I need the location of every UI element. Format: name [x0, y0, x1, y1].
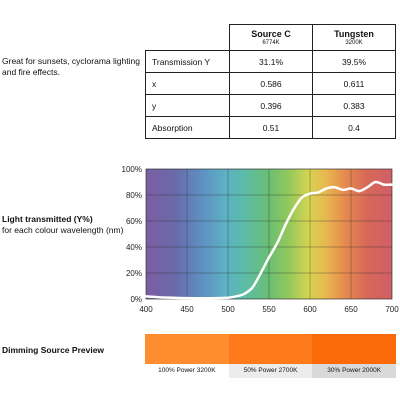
preview-title: Dimming Source Preview [2, 345, 105, 355]
source-c-header: Source C 6774K [229, 24, 313, 51]
row-label: x [145, 72, 230, 95]
swatch-label: 30% Power 2000K [312, 364, 397, 378]
x-tick-label: 400 [139, 305, 153, 314]
table-cell: 0.383 [312, 94, 396, 117]
x-tick-label: 650 [344, 305, 358, 314]
spec-header-row: Source C 6774K Tungsten 3200K [146, 24, 396, 51]
row-label: Transmission Y [145, 50, 230, 73]
spec-corner [146, 25, 230, 51]
y-tick-label: 20% [126, 269, 142, 278]
swatch-50-power [228, 334, 313, 364]
x-tick-label: 500 [221, 305, 235, 314]
source-name: Tungsten [334, 28, 374, 39]
chart-caption: Light transmitted (Y%) for each colour w… [2, 214, 144, 235]
table-cell: 0.611 [312, 72, 396, 95]
table-cell: 31.1% [229, 50, 313, 73]
tungsten-header: Tungsten 3200K [312, 24, 396, 51]
swatch-label: 50% Power 2700K [228, 364, 313, 378]
filter-description: Great for sunsets, cyclorama lighting an… [2, 56, 140, 77]
row-label: y [145, 94, 230, 117]
swatch-30-power [312, 334, 397, 364]
swatch-label: 100% Power 3200K [145, 364, 229, 378]
preview-swatches [145, 334, 397, 364]
chart-caption-subtitle: for each colour wavelength (nm) [2, 224, 124, 235]
table-cell: 39.5% [312, 50, 396, 73]
spec-table: Source C 6774K Tungsten 3200K Transmissi… [145, 24, 396, 139]
source-temp: 6774K [262, 39, 280, 46]
x-tick-label: 450 [180, 305, 194, 314]
table-row: Absorption 0.51 0.4 [145, 116, 396, 139]
table-row: Transmission Y 31.1% 39.5% [145, 50, 396, 73]
preview-labels: 100% Power 3200K 50% Power 2700K 30% Pow… [145, 364, 397, 378]
y-tick-label: 100% [122, 165, 142, 174]
chart-caption-title: Light transmitted (Y%) [2, 214, 93, 224]
x-tick-label: 700 [385, 305, 399, 314]
source-temp: 3200K [345, 39, 363, 46]
spectrum-background [146, 169, 392, 299]
table-cell: 0.396 [229, 94, 313, 117]
swatch-100-power [145, 334, 229, 364]
y-tick-label: 0% [130, 295, 142, 304]
y-tick-label: 40% [126, 243, 142, 252]
dimming-preview: 100% Power 3200K 50% Power 2700K 30% Pow… [145, 334, 397, 378]
source-name: Source C [251, 28, 291, 39]
table-row: y 0.396 0.383 [145, 94, 396, 117]
table-cell: 0.4 [312, 116, 396, 139]
chart-grid [145, 168, 393, 300]
table-cell: 0.51 [229, 116, 313, 139]
y-tick-label: 60% [126, 217, 142, 226]
table-row: x 0.586 0.611 [145, 72, 396, 95]
table-cell: 0.586 [229, 72, 313, 95]
chart-axes: 400 450 500 550 600 650 700 0% 20% 40% 60% 80% 100% [122, 165, 400, 314]
transmission-chart: 400 450 500 550 600 650 700 0% 20% 40% 60% 80% 100% [122, 165, 400, 314]
x-tick-label: 550 [262, 305, 276, 314]
series-line [144, 180, 394, 300]
plot-frame [145, 168, 393, 300]
row-label: Absorption [145, 116, 230, 139]
y-tick-label: 80% [126, 191, 142, 200]
x-tick-label: 600 [303, 305, 317, 314]
